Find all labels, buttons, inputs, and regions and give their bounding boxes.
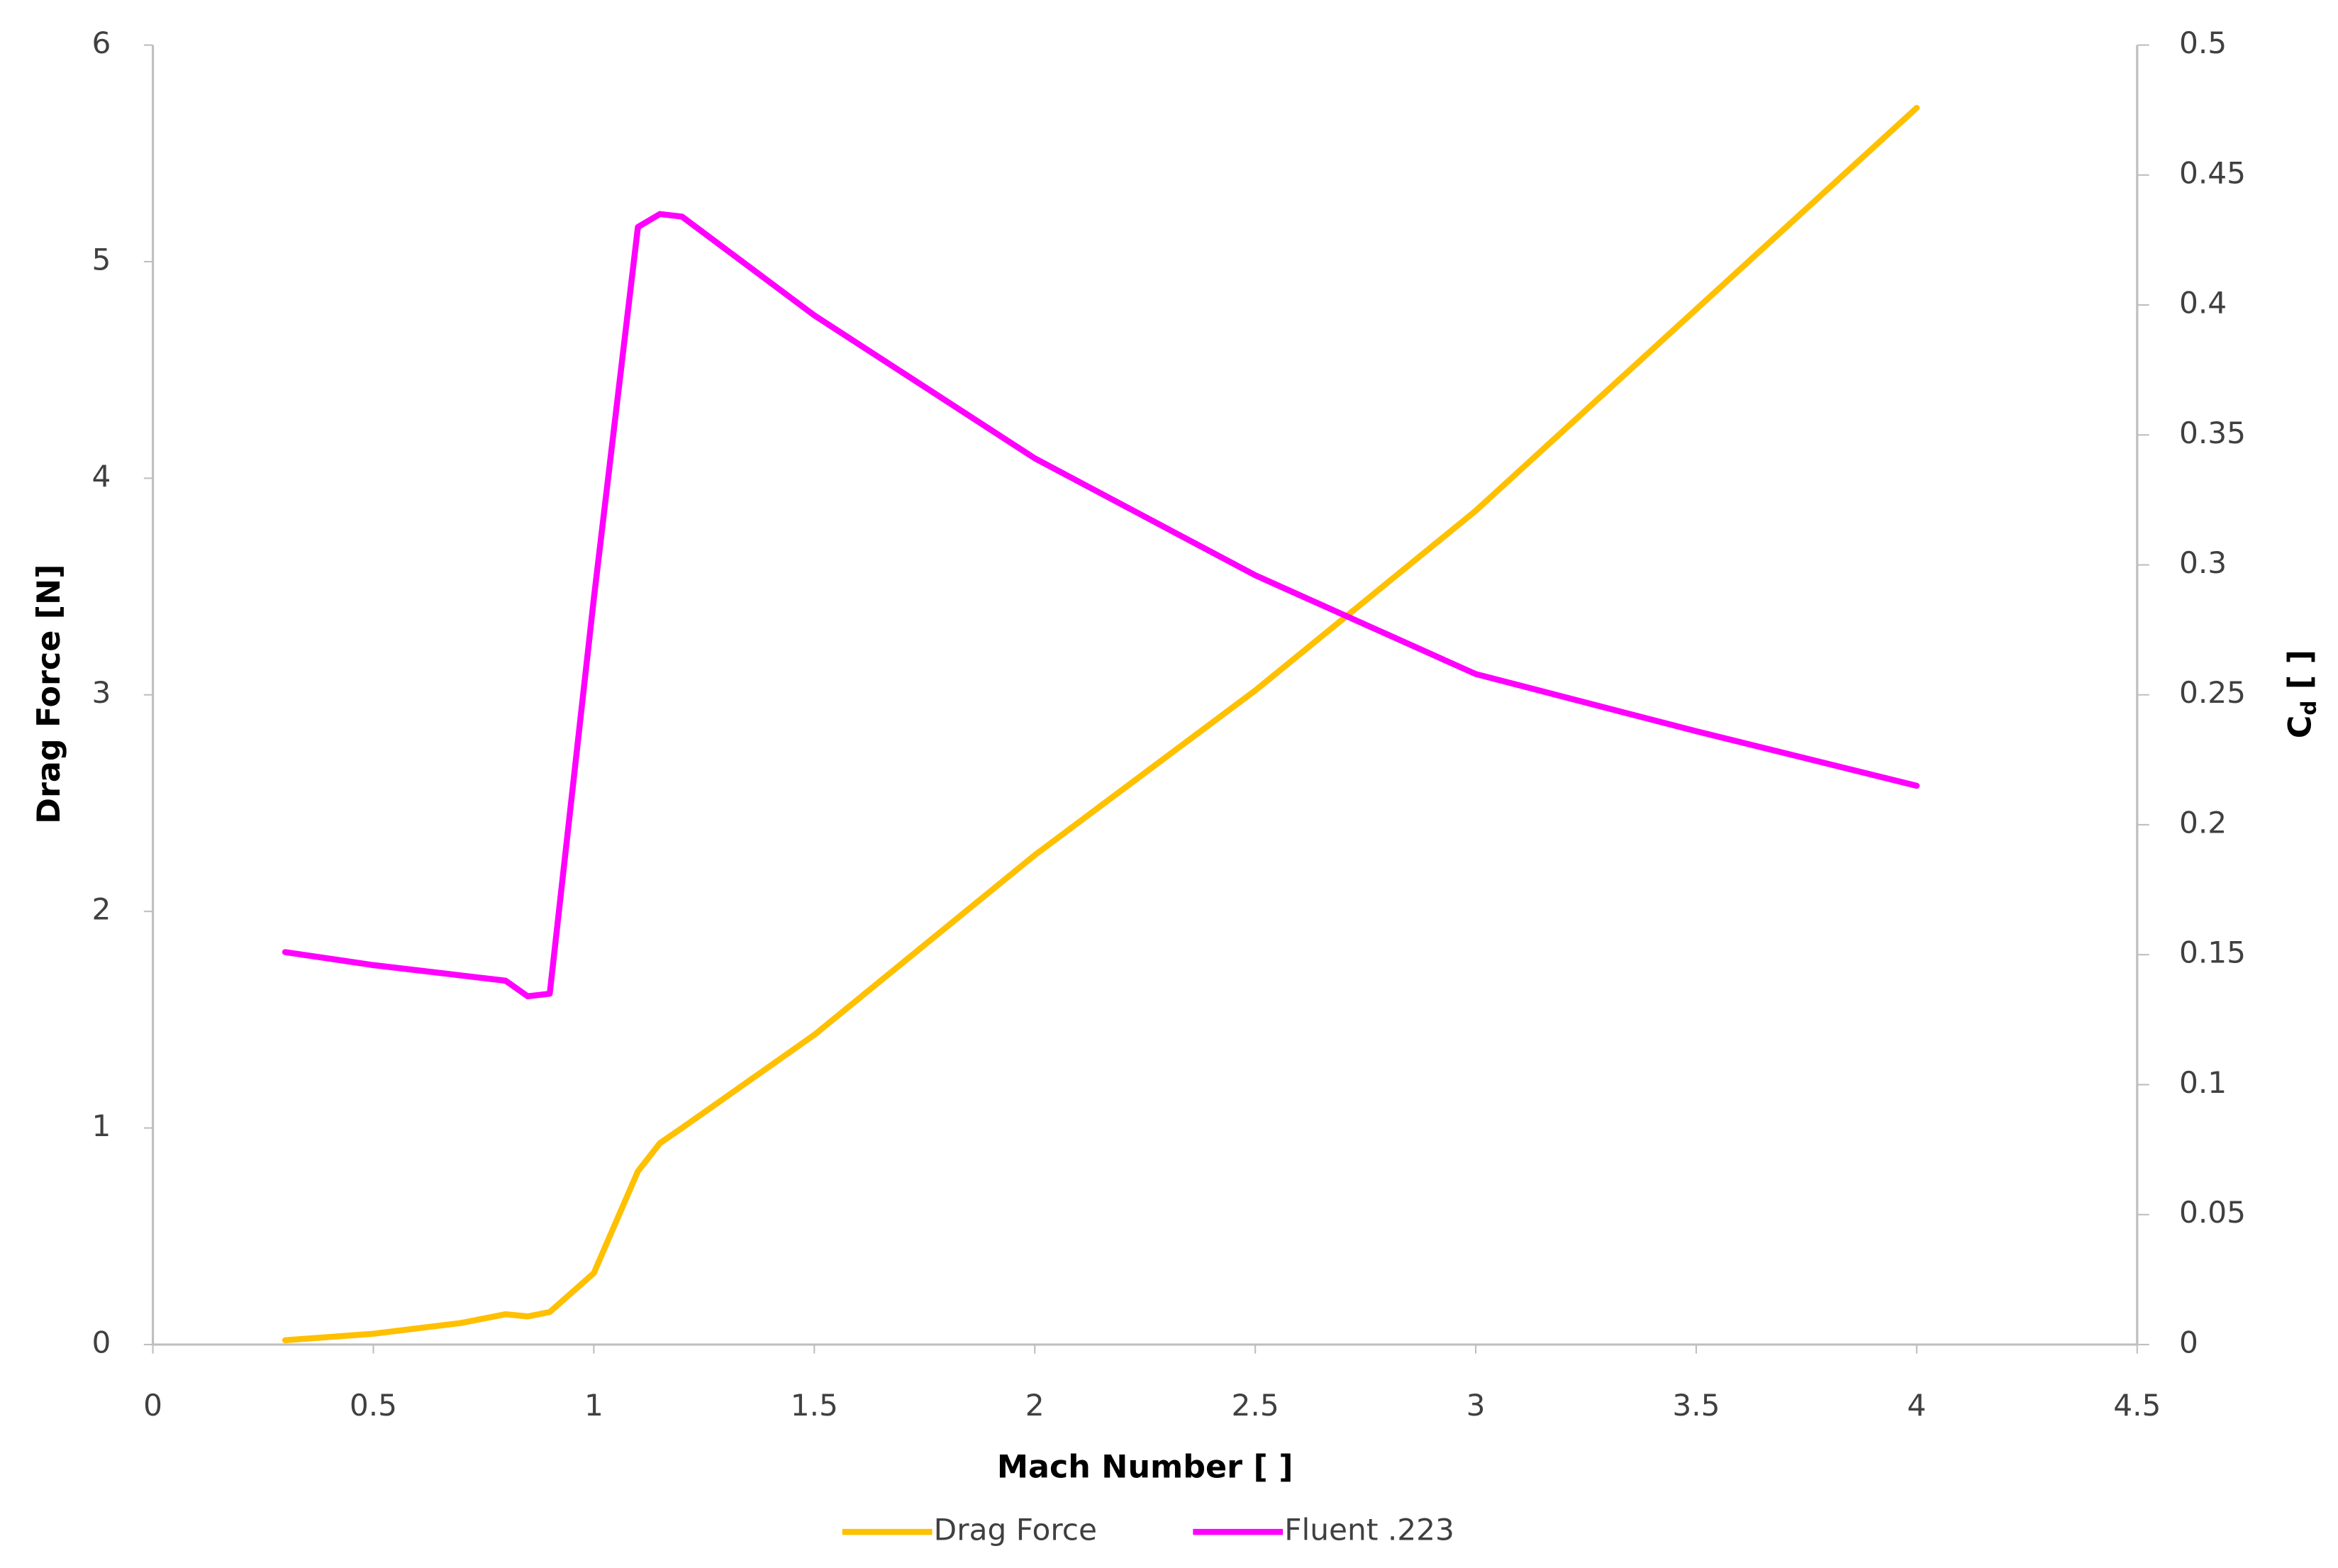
y2-title-suffix: [ ] [2282, 650, 2318, 700]
x-tick-label: 0.5 [350, 1388, 397, 1423]
x-tick-label: 3.5 [1672, 1388, 1720, 1423]
x-tick-label: 4.5 [2113, 1388, 2161, 1423]
y2-title-base: C [2282, 716, 2318, 739]
legend-label: Fluent .223 [1284, 1513, 1454, 1547]
y-tick-label: 2 [92, 892, 111, 927]
y2-tick-label: 0.3 [2179, 545, 2227, 580]
y2-tick-label: 0.45 [2179, 155, 2246, 190]
y2-tick-label: 0.25 [2179, 675, 2246, 710]
y2-tick-label: 0 [2179, 1325, 2198, 1360]
y-tick-label: 3 [92, 675, 111, 710]
x-tick-label: 3 [1466, 1388, 1486, 1423]
x-tick-label: 2 [1025, 1388, 1045, 1423]
data-line [282, 211, 1920, 1000]
y2-tick-label: 0.4 [2179, 286, 2227, 321]
y2-tick-label: 0.5 [2179, 26, 2227, 60]
y2-tick-label: 0.35 [2179, 416, 2246, 450]
y2-title-sub: d [2296, 701, 2320, 716]
y-axis-title: Drag Force [N] [31, 565, 67, 824]
y-tick-label: 1 [92, 1108, 111, 1143]
x-tick-label: 1 [584, 1388, 603, 1423]
x-tick-label: 4 [1907, 1388, 1926, 1423]
data-line [282, 104, 1920, 1344]
x-tick-label: 2.5 [1232, 1388, 1279, 1423]
x-tick-label: 1.5 [791, 1388, 838, 1423]
y2-tick-label: 0.2 [2179, 805, 2227, 840]
y2-tick-label: 0.1 [2179, 1065, 2227, 1100]
legend-label: Drag Force [934, 1513, 1097, 1547]
y2-tick-label: 0.05 [2179, 1195, 2246, 1230]
y-tick-label: 6 [92, 26, 111, 60]
x-axis-title: Mach Number [ ] [997, 1449, 1293, 1485]
y2-axis-title: Cd [ ] [2282, 650, 2320, 738]
y2-tick-label: 0.15 [2179, 935, 2246, 970]
y-tick-label: 0 [92, 1325, 111, 1360]
x-tick-label: 0 [143, 1388, 162, 1423]
y-tick-label: 4 [92, 459, 111, 494]
y-tick-label: 5 [92, 242, 111, 277]
